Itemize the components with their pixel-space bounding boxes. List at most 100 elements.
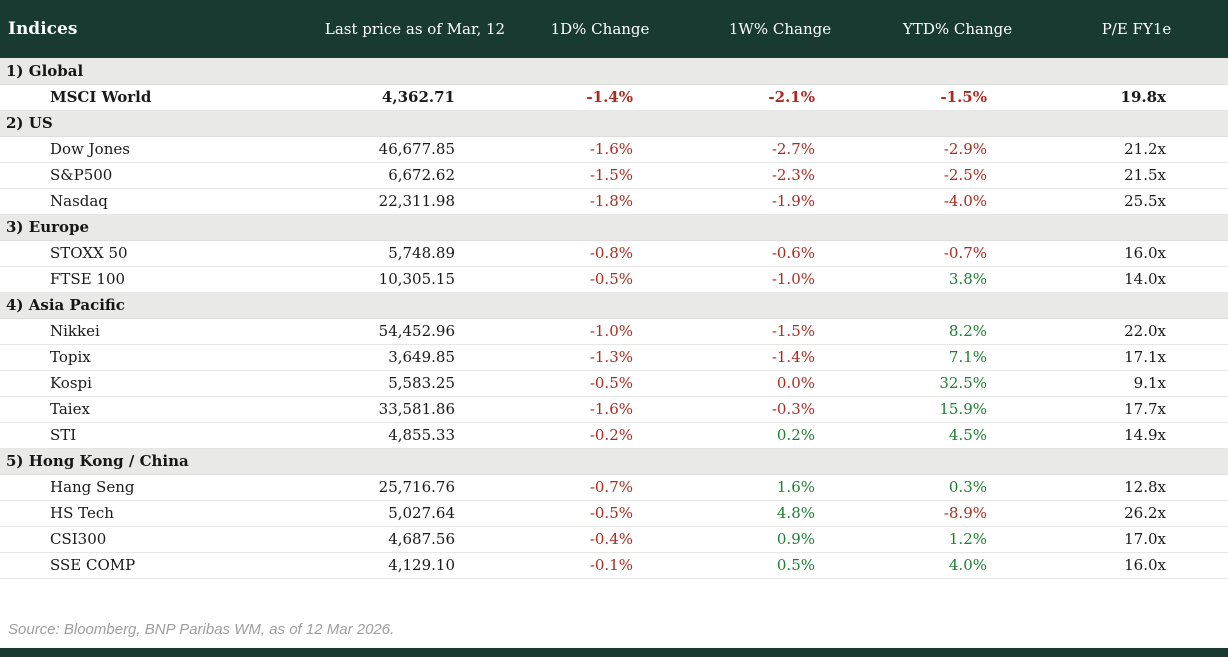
section-row: 2) US: [0, 110, 1228, 136]
change-1d: -0.4%: [589, 530, 633, 548]
last-price: 5,748.89: [388, 244, 455, 262]
pe-fy1e: 22.0x: [1124, 322, 1166, 340]
change-ytd: 4.0%: [948, 556, 987, 574]
pe-fy1e: 12.8x: [1124, 478, 1166, 496]
index-name: Taiex: [50, 400, 90, 418]
change-1w: -2.3%: [771, 166, 815, 184]
change-1d: -1.5%: [589, 166, 633, 184]
index-row: S&P500 6,672.62 -1.5% -2.3% -2.5% 21.5x: [0, 162, 1228, 188]
index-row: STI 4,855.33 -0.2% 0.2% 4.5% 14.9x: [0, 422, 1228, 448]
change-ytd: -1.5%: [940, 88, 987, 106]
index-name: Topix: [50, 348, 91, 366]
change-ytd: -2.5%: [943, 166, 987, 184]
change-ytd: 4.5%: [948, 426, 987, 444]
column-header-1w-change: 1W% Change: [728, 20, 832, 38]
change-ytd: -0.7%: [943, 244, 987, 262]
section-row: 3) Europe: [0, 214, 1228, 240]
change-ytd: 15.9%: [939, 400, 987, 418]
section-label: 3) Europe: [6, 218, 90, 236]
pe-fy1e: 14.9x: [1124, 426, 1166, 444]
change-1w: -1.5%: [771, 322, 815, 340]
index-name: S&P500: [50, 166, 113, 184]
change-ytd: -2.9%: [943, 140, 987, 158]
change-ytd: 3.8%: [948, 270, 987, 288]
change-1d: -0.5%: [589, 374, 633, 392]
index-name: SSE COMP: [50, 556, 136, 574]
index-row: MSCI World 4,362.71 -1.4% -2.1% -1.5% 19.8x: [0, 84, 1228, 110]
change-1d: -0.5%: [589, 504, 633, 522]
pe-fy1e: 21.5x: [1124, 166, 1166, 184]
index-row: SSE COMP 4,129.10 -0.1% 0.5% 4.0% 16.0x: [0, 552, 1228, 578]
last-price: 10,305.15: [378, 270, 455, 288]
index-name: HS Tech: [50, 504, 114, 522]
index-name: Nikkei: [50, 322, 100, 340]
change-1d: -0.2%: [589, 426, 633, 444]
table-header-row: Indices Last price as of Mar, 12 1D% Cha…: [0, 0, 1228, 58]
change-1w: 1.6%: [776, 478, 815, 496]
section-row: 4) Asia Pacific: [0, 292, 1228, 318]
section-label: 1) Global: [6, 61, 84, 80]
index-name: Nasdaq: [50, 192, 108, 210]
index-row: Topix 3,649.85 -1.3% -1.4% 7.1% 17.1x: [0, 344, 1228, 370]
change-ytd: 7.1%: [948, 348, 987, 366]
change-ytd: -4.0%: [943, 192, 987, 210]
last-price: 46,677.85: [378, 140, 455, 158]
pe-fy1e: 19.8x: [1120, 88, 1166, 106]
last-price: 3,649.85: [388, 348, 455, 366]
section-label: 5) Hong Kong / China: [6, 452, 189, 470]
change-1w: 0.9%: [776, 530, 815, 548]
index-row: CSI300 4,687.56 -0.4% 0.9% 1.2% 17.0x: [0, 526, 1228, 552]
index-row: Dow Jones 46,677.85 -1.6% -2.7% -2.9% 21.2x: [0, 136, 1228, 162]
pe-fy1e: 21.2x: [1124, 140, 1166, 158]
section-row: 1) Global: [0, 58, 1228, 84]
pe-fy1e: 25.5x: [1124, 192, 1166, 210]
change-1d: -1.6%: [589, 140, 633, 158]
index-row: FTSE 100 10,305.15 -0.5% -1.0% 3.8% 14.0x: [0, 266, 1228, 292]
change-1d: -1.3%: [589, 348, 633, 366]
last-price: 6,672.62: [388, 166, 455, 184]
last-price: 4,362.71: [381, 88, 455, 106]
change-1d: -1.6%: [589, 400, 633, 418]
last-price: 4,687.56: [388, 530, 455, 548]
last-price: 33,581.86: [378, 400, 455, 418]
column-header-last-price: Last price as of Mar, 12: [324, 20, 506, 38]
index-row: Taiex 33,581.86 -1.6% -0.3% 15.9% 17.7x: [0, 396, 1228, 422]
change-ytd: 1.2%: [948, 530, 987, 548]
change-1d: -1.0%: [589, 322, 633, 340]
index-name: STOXX 50: [50, 244, 128, 262]
section-label: 2) US: [6, 114, 53, 132]
change-1d: -1.8%: [589, 192, 633, 210]
pe-fy1e: 16.0x: [1124, 244, 1166, 262]
pe-fy1e: 16.0x: [1124, 556, 1166, 574]
change-1w: 4.8%: [776, 504, 815, 522]
change-1d: -1.4%: [586, 88, 633, 106]
pe-fy1e: 17.1x: [1124, 348, 1166, 366]
change-1w: -2.1%: [768, 88, 815, 106]
index-row: Nikkei 54,452.96 -1.0% -1.5% 8.2% 22.0x: [0, 318, 1228, 344]
index-row: Hang Seng 25,716.76 -0.7% 1.6% 0.3% 12.8x: [0, 474, 1228, 500]
index-name: CSI300: [50, 530, 107, 548]
change-ytd: 8.2%: [948, 322, 987, 340]
change-1w: -0.3%: [771, 400, 815, 418]
index-name: Hang Seng: [50, 478, 135, 496]
index-row: STOXX 50 5,748.89 -0.8% -0.6% -0.7% 16.0x: [0, 240, 1228, 266]
index-name: Dow Jones: [50, 140, 130, 158]
change-1d: -0.5%: [589, 270, 633, 288]
page-title: Indices: [8, 19, 78, 39]
bottom-bar: [0, 648, 1228, 657]
index-row: Nasdaq 22,311.98 -1.8% -1.9% -4.0% 25.5x: [0, 188, 1228, 214]
table-header: Indices Last price as of Mar, 12 1D% Cha…: [0, 0, 1228, 58]
change-1w: -0.6%: [771, 244, 815, 262]
change-1w: 0.5%: [776, 556, 815, 574]
change-ytd: 32.5%: [939, 374, 987, 392]
change-1w: 0.2%: [776, 426, 815, 444]
change-1d: -0.1%: [589, 556, 633, 574]
last-price: 4,129.10: [388, 556, 455, 574]
change-ytd: 0.3%: [948, 478, 987, 496]
indices-table: Indices Last price as of Mar, 12 1D% Cha…: [0, 0, 1228, 578]
column-header-ytd-change: YTD% Change: [902, 20, 1013, 38]
pe-fy1e: 17.0x: [1124, 530, 1166, 548]
table-body: 1) Global MSCI World 4,362.71 -1.4% -2.1% -1.…: [0, 58, 1228, 578]
index-row: Kospi 5,583.25 -0.5% 0.0% 32.5% 9.1x: [0, 370, 1228, 396]
